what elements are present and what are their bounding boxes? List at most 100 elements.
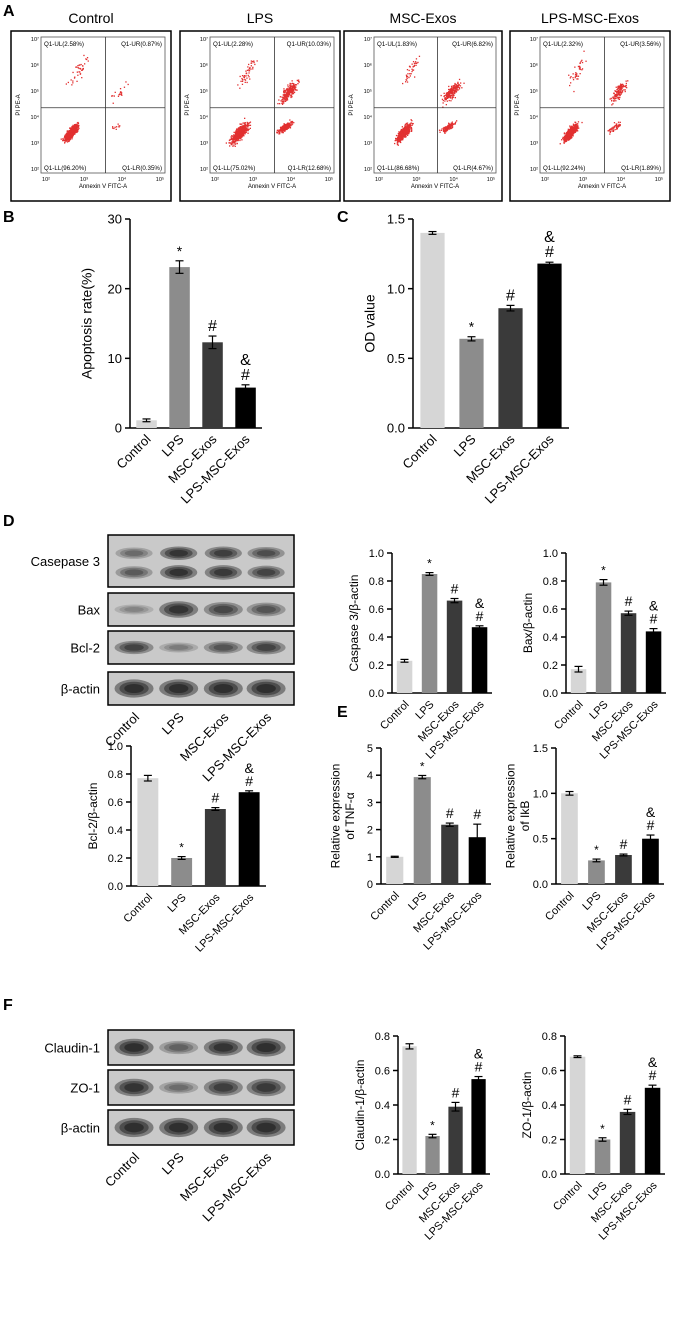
flow-dot-ur	[449, 96, 452, 98]
y-tick-label: 0.8	[375, 1031, 390, 1043]
flow-dot-ur	[448, 88, 450, 91]
y-tick-label: 3	[367, 797, 373, 809]
flow-dot-ur	[284, 95, 286, 97]
flow-dot-ul	[580, 60, 582, 63]
flow-dot-ll	[402, 130, 405, 132]
flow-dot-ll	[241, 139, 243, 141]
flow-dot-ll	[244, 128, 246, 131]
flow-dot-ll	[233, 136, 235, 138]
significance-mark: #	[476, 608, 484, 624]
flow-dot-ll	[66, 134, 68, 136]
flow-dot-ll	[244, 132, 247, 134]
flow-dot-lr	[277, 129, 279, 131]
bar-lps-msc-exos	[238, 792, 260, 886]
flow-dot-ul	[574, 77, 576, 79]
blot-row-label: β-actin	[61, 1121, 100, 1136]
flow-x-tick: 10²	[375, 177, 383, 183]
blot-band	[168, 605, 189, 614]
bar-control	[561, 793, 578, 884]
flow-dot-ll	[576, 129, 578, 131]
blot-band	[213, 683, 234, 694]
flow-dot-lr	[615, 126, 617, 128]
panel-letter-d: D	[3, 513, 15, 530]
flow-dot-ll	[64, 142, 66, 144]
flow-dot-lr	[613, 127, 615, 129]
flow-dot-ll	[240, 134, 242, 137]
flow-dots	[60, 54, 129, 144]
flow-dot-lr	[283, 128, 286, 130]
flow-dot-ur	[613, 96, 615, 98]
flow-dot-ur	[452, 96, 455, 98]
flow-dot-lr	[283, 124, 285, 126]
flow-dot-ll	[231, 135, 233, 137]
flow-dot-lr	[287, 127, 289, 129]
flow-dot-lr	[112, 126, 114, 128]
flow-dot-ul	[252, 66, 254, 68]
flow-dot-ll	[570, 133, 572, 135]
flow-dot-ul	[570, 82, 572, 84]
flow-dot-ll	[400, 141, 402, 144]
flow-dot-lr	[285, 124, 288, 126]
flow-dot-ll	[406, 122, 409, 124]
flow-dot-ur	[288, 88, 290, 91]
flow-dot-ur	[451, 96, 454, 99]
blot-membrane	[107, 630, 295, 665]
flow-dot-ur	[451, 92, 454, 94]
flow-title: Control	[68, 10, 113, 26]
flow-dot-ur	[288, 88, 291, 90]
flow-dot-ll	[66, 133, 69, 135]
flow-dot-lr	[118, 126, 120, 128]
y-tick-label: 0.2	[375, 1134, 390, 1146]
flow-dot-ul	[245, 75, 247, 77]
flow-dot-ll	[60, 138, 62, 140]
flow-dot-ur	[618, 86, 620, 88]
y-tick-label: 1	[367, 852, 373, 864]
flow-dot-ll	[66, 133, 68, 135]
flow-dot-ll	[242, 131, 245, 133]
bar-lps	[425, 1136, 440, 1174]
flow-y-tick: 10⁶	[31, 62, 39, 69]
flow-dot-ll	[236, 134, 238, 136]
flow-dot-ll	[244, 129, 247, 132]
flow-dot-ll	[229, 145, 231, 147]
flow-dot-ur	[612, 96, 614, 98]
flow-dot-ul	[241, 83, 244, 85]
blot-band	[114, 1038, 154, 1057]
blot-band	[114, 640, 154, 655]
flow-dot-ur	[281, 102, 283, 104]
flow-dot-ur	[294, 86, 296, 88]
blot-band	[213, 1122, 234, 1133]
significance-mark: #	[506, 287, 515, 304]
y-tick-label: 0.2	[369, 660, 384, 672]
flow-dot-ll	[403, 128, 405, 130]
significance-mark: *	[420, 759, 425, 773]
flow-dot-ul	[245, 70, 247, 72]
flow-dot-lr	[285, 128, 287, 130]
flow-dot-ur	[284, 91, 286, 94]
significance-mark: #	[451, 581, 459, 597]
flow-dot-lr	[443, 130, 445, 132]
flow-dot-ll	[247, 132, 249, 134]
flow-dot-lr	[449, 126, 451, 128]
chart-d2: 0.00.20.40.60.81.0Bax/β-actinControl*LPS…	[521, 548, 666, 762]
flow-dot-ll	[397, 141, 399, 143]
flow-dot-ll	[73, 133, 75, 135]
flow-dot-ll	[65, 135, 67, 137]
flow-dot-ll	[246, 121, 248, 124]
flow-dot-lr	[284, 124, 286, 126]
flow-y-tick: 10⁵	[530, 88, 538, 95]
flow-dot-ll	[397, 138, 399, 141]
flow-dot-ul	[83, 54, 85, 57]
flow-dot-ll	[232, 135, 234, 137]
flow-dot-ul	[241, 75, 244, 77]
flow-dot-ur	[460, 82, 462, 84]
flow-dot-ur	[613, 94, 616, 96]
flow-dot-ul	[251, 60, 254, 63]
blot-band	[208, 1041, 238, 1054]
blot-band	[168, 1044, 189, 1051]
flow-dot-ul	[573, 90, 575, 93]
flow-dot-ll	[408, 130, 410, 132]
flow-dot-ur	[446, 94, 448, 96]
